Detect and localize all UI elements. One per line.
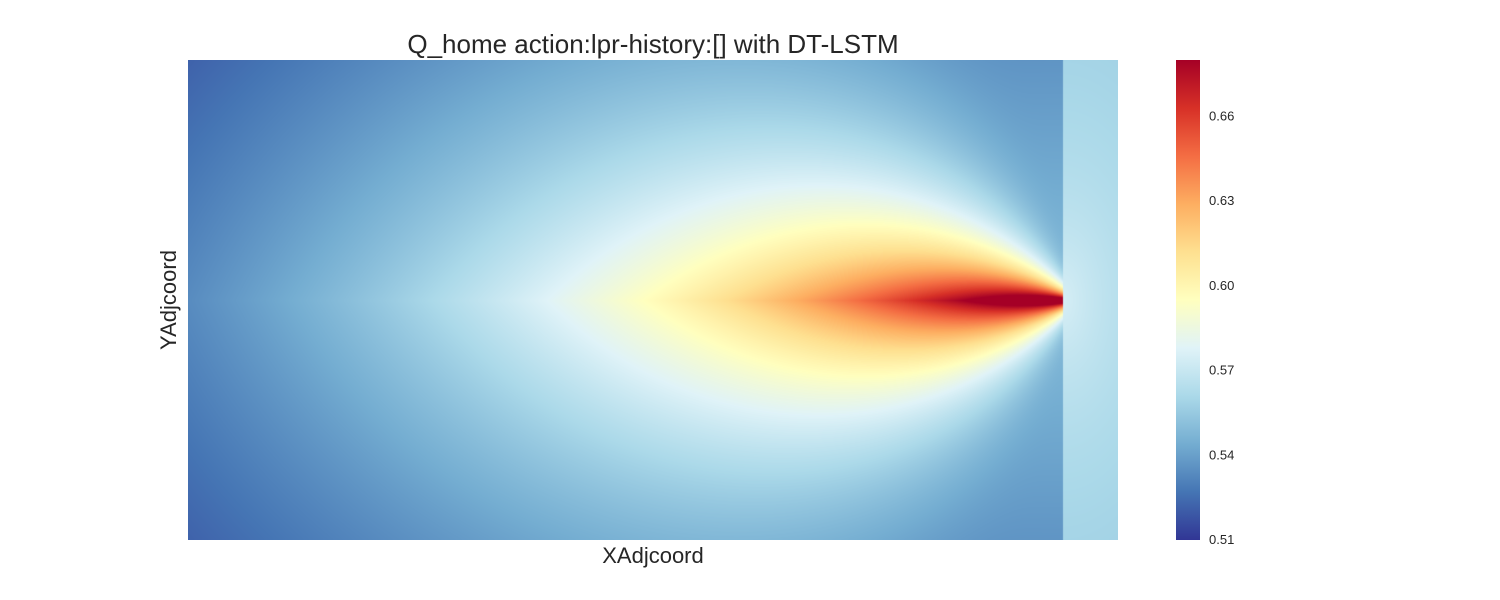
- colorbar-tick-label: 0.60: [1209, 278, 1234, 293]
- colorbar-tick-label: 0.63: [1209, 193, 1234, 208]
- colorbar: [1176, 60, 1200, 540]
- colorbar-tick-label: 0.57: [1209, 363, 1234, 378]
- colorbar-tick-label: 0.51: [1209, 532, 1234, 547]
- colorbar-tick-label: 0.54: [1209, 447, 1234, 462]
- y-axis-label: YAdjcoord: [156, 250, 181, 350]
- x-axis-label: XAdjcoord: [602, 543, 704, 568]
- chart-title: Q_home action:lpr-history:[] with DT-LST…: [407, 29, 898, 59]
- colorbar-tick-label: 0.66: [1209, 108, 1234, 123]
- heatmap-area: [188, 60, 1118, 540]
- colorbar-ticks: 0.51 0.54 0.57 0.60 0.63 0.66: [1209, 108, 1234, 547]
